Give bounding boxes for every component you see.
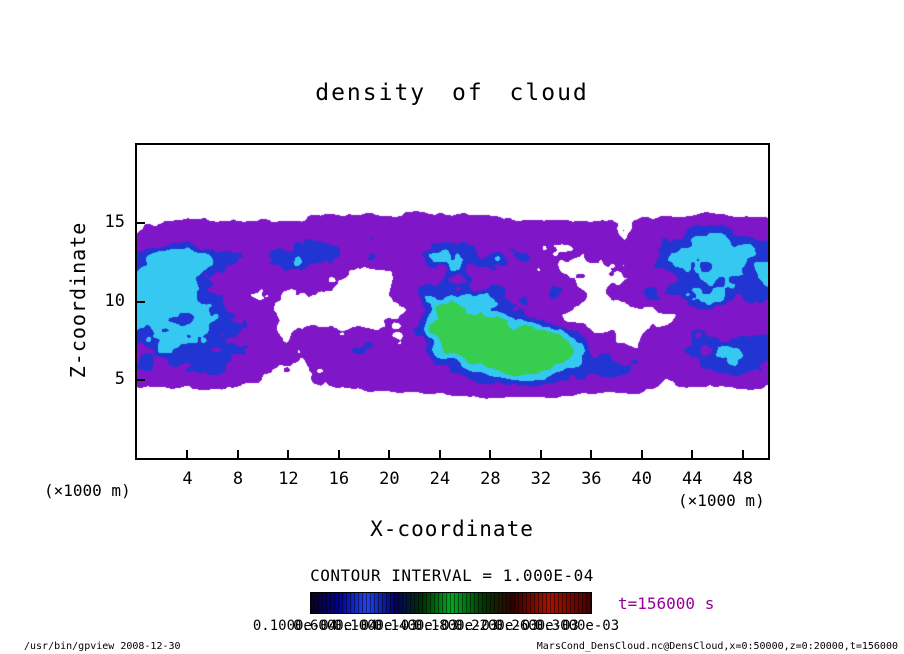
footer-dataset-text: MarsCond_DensCloud.nc@DensCloud,x=0:5000… [536, 641, 898, 652]
x-tick-mark [590, 450, 593, 458]
chart-title: density of cloud [315, 80, 589, 106]
time-label: t=156000 s [618, 594, 715, 613]
colorbar [310, 592, 592, 614]
y-tick-label: 5 [114, 368, 125, 389]
x-axis-label: X-coordinate [370, 517, 534, 541]
footer-command-text: /usr/bin/gpview 2008-12-30 [24, 641, 181, 652]
x-tick-label: 8 [232, 469, 244, 489]
x-tick-label: 40 [631, 469, 653, 489]
contour-interval-caption: CONTOUR INTERVAL = 1.000E-04 [310, 566, 594, 585]
x-tick-label: 32 [530, 469, 552, 489]
colorbar-level-label: 0.1400e-03 [373, 618, 458, 634]
contour-field-canvas [137, 145, 768, 458]
x-tick-label: 24 [429, 469, 451, 489]
x-tick-label: 4 [182, 469, 193, 489]
colorbar-level-label: 0.1000e-04 [252, 618, 338, 634]
x-tick-mark [489, 450, 492, 458]
x-tick-label: 20 [379, 469, 400, 489]
y-axis-label: Z-coordinate [66, 221, 90, 379]
x-tick-mark [287, 450, 290, 458]
colorbar-level-label: 0.2600e-03 [494, 618, 579, 634]
x-tick-mark [691, 450, 694, 458]
y-tick-mark [137, 222, 145, 225]
y-tick-mark [137, 300, 145, 303]
plot-area [135, 143, 770, 460]
colorbar-level-label: 0.2200e-03 [454, 618, 539, 634]
x-tick-mark [186, 450, 189, 458]
y-tick-label: 15 [104, 212, 125, 233]
x-tick-mark [388, 450, 391, 458]
colorbar-level-label: 0.3000e-03 [534, 618, 620, 634]
x-tick-label: 48 [732, 469, 753, 489]
x-tick-label: 12 [278, 469, 299, 489]
x-tick-mark [337, 450, 340, 458]
y-tick-label: 10 [104, 290, 125, 311]
x-tick-label: 28 [480, 469, 501, 489]
y-tick-mark [137, 378, 145, 381]
x-axis-unit-label: (×1000 m) [678, 491, 765, 510]
x-tick-mark [741, 450, 744, 458]
colorbar-level-label: 0.1800e-03 [413, 618, 499, 634]
x-tick-mark [438, 450, 441, 458]
x-tick-label: 36 [581, 469, 602, 489]
colorbar-level-label: 0.6000e-04 [293, 618, 378, 634]
colorbar-level-label: 0.1000e-03 [333, 618, 418, 634]
x-tick-mark [236, 450, 239, 458]
x-tick-mark [640, 450, 643, 458]
y-axis-unit-label: (×1000 m) [44, 481, 131, 500]
x-tick-label: 44 [682, 469, 703, 489]
x-tick-mark [539, 450, 542, 458]
x-tick-label: 16 [328, 469, 350, 489]
colorbar-tick-labels: 0.1000e-04 0.6000e-04 0.1000e-03 0.1400e-03… [0, 618, 904, 636]
